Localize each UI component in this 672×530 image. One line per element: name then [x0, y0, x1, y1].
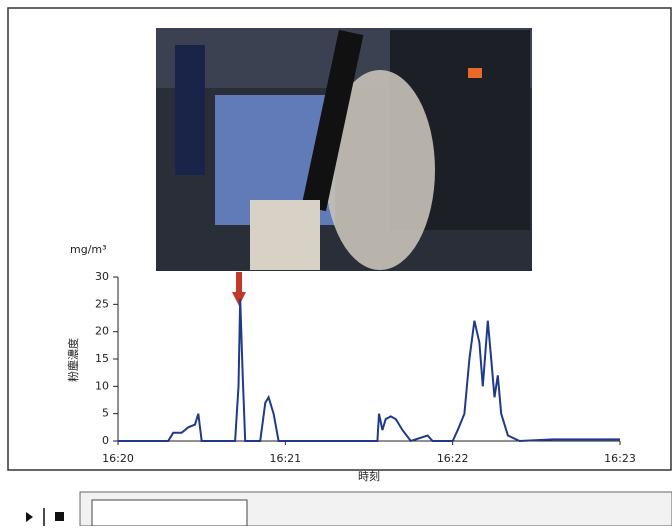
x-tick-label: 16:22: [437, 452, 469, 465]
y-tick-label: 20: [95, 325, 109, 338]
y-tick-label: 5: [102, 407, 109, 420]
x-tick-label: 16:21: [269, 452, 301, 465]
y-tick-label: 10: [95, 379, 109, 392]
y-tick-label: 30: [95, 270, 109, 283]
video-frame: [156, 28, 532, 271]
screen: mg/m³ 粉塵濃度 時刻 0 5 10 15 20 25 30 16:20 16:21 16:2…: [0, 0, 672, 526]
seek-thumb[interactable]: [92, 500, 247, 526]
playback-controls: [26, 492, 672, 526]
page: {"chart_data": {"type": "line", "unit_la…: [0, 0, 672, 526]
y-tick-label: 25: [95, 297, 109, 310]
y-tick-label: 0: [102, 434, 109, 447]
unit-label: mg/m³: [70, 243, 107, 256]
x-tick-label: 16:20: [102, 452, 134, 465]
stop-button[interactable]: [55, 512, 64, 521]
x-axis-label: 時刻: [358, 469, 380, 483]
y-axis-label: 粉塵濃度: [66, 338, 80, 382]
play-button[interactable]: [26, 512, 33, 522]
y-tick-label: 15: [95, 352, 109, 365]
x-tick-label: 16:23: [604, 452, 636, 465]
